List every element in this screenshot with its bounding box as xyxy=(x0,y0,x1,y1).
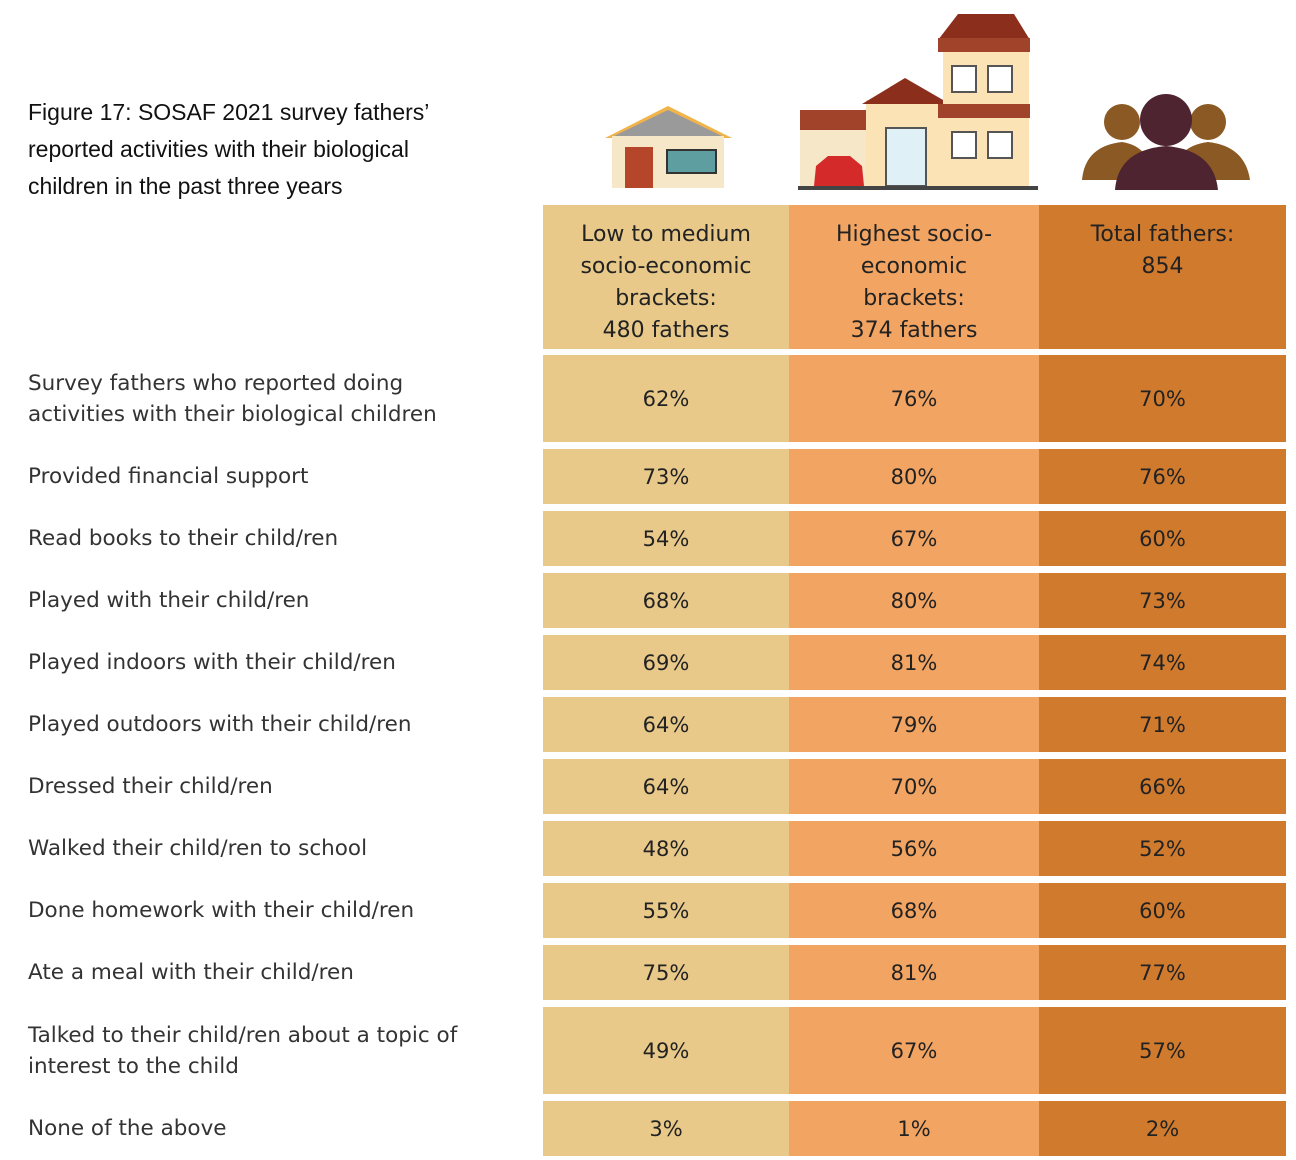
header-line: brackets: xyxy=(615,283,717,315)
table-cell: 3% xyxy=(543,1101,789,1156)
small-house-icon xyxy=(605,106,732,188)
header-line: Highest socio- xyxy=(836,219,992,251)
row-label: Ate a meal with their child/ren xyxy=(28,945,528,1000)
table-cell: 2% xyxy=(1039,1101,1286,1156)
table-cell: 80% xyxy=(789,573,1039,628)
table-cell: 48% xyxy=(543,821,789,876)
label-line: Played outdoors with their child/ren xyxy=(28,709,528,740)
big-house-icon xyxy=(798,14,1038,190)
table-cell: 62% xyxy=(543,355,789,442)
table-cell: 64% xyxy=(543,759,789,814)
table-cell: 70% xyxy=(789,759,1039,814)
column-header: Total fathers:854 xyxy=(1039,205,1286,349)
row-label: Provided financial support xyxy=(28,449,528,504)
row-label: Dressed their child/ren xyxy=(28,759,528,814)
table-cell: 80% xyxy=(789,449,1039,504)
header-line: socio-economic xyxy=(580,251,751,283)
label-line: interest to the child xyxy=(28,1051,528,1082)
row-label: Played indoors with their child/ren xyxy=(28,635,528,690)
people-icon xyxy=(1082,94,1250,190)
row-label: Played outdoors with their child/ren xyxy=(28,697,528,752)
table-cell: 60% xyxy=(1039,511,1286,566)
label-line: Survey fathers who reported doing xyxy=(28,368,528,399)
label-line: Read books to their child/ren xyxy=(28,523,528,554)
table-cell: 67% xyxy=(789,1007,1039,1094)
label-line: Provided financial support xyxy=(28,461,528,492)
table-cell: 68% xyxy=(543,573,789,628)
label-line: Talked to their child/ren about a topic … xyxy=(28,1020,528,1051)
label-line: Dressed their child/ren xyxy=(28,771,528,802)
label-line: activities with their biological childre… xyxy=(28,399,528,430)
table-cell: 76% xyxy=(1039,449,1286,504)
label-line: Ate a meal with their child/ren xyxy=(28,957,528,988)
table-cell: 71% xyxy=(1039,697,1286,752)
header-line: economic xyxy=(861,251,967,283)
table-cell: 81% xyxy=(789,635,1039,690)
table-cell: 73% xyxy=(1039,573,1286,628)
table-cell: 64% xyxy=(543,697,789,752)
header-line: 374 fathers xyxy=(851,315,978,347)
table-cell: 70% xyxy=(1039,355,1286,442)
row-label: Played with their child/ren xyxy=(28,573,528,628)
row-label: Talked to their child/ren about a topic … xyxy=(28,1007,528,1094)
table-cell: 60% xyxy=(1039,883,1286,938)
header-line: Total fathers: xyxy=(1091,219,1235,251)
table-cell: 55% xyxy=(543,883,789,938)
table-cell: 54% xyxy=(543,511,789,566)
table-cell: 76% xyxy=(789,355,1039,442)
table-cell: 75% xyxy=(543,945,789,1000)
table-cell: 66% xyxy=(1039,759,1286,814)
table-cell: 77% xyxy=(1039,945,1286,1000)
table-cell: 52% xyxy=(1039,821,1286,876)
table-cell: 1% xyxy=(789,1101,1039,1156)
table-cell: 67% xyxy=(789,511,1039,566)
infographic: Figure 17: SOSAF 2021 survey fathers’rep… xyxy=(0,0,1296,1160)
header-line: 480 fathers xyxy=(603,315,730,347)
header-line: 854 xyxy=(1142,251,1184,283)
label-line: Walked their child/ren to school xyxy=(28,833,528,864)
label-line: None of the above xyxy=(28,1113,528,1144)
table-cell: 73% xyxy=(543,449,789,504)
row-label: Walked their child/ren to school xyxy=(28,821,528,876)
icons xyxy=(0,0,1296,200)
table-cell: 68% xyxy=(789,883,1039,938)
row-label: Read books to their child/ren xyxy=(28,511,528,566)
table-cell: 57% xyxy=(1039,1007,1286,1094)
header-line: brackets: xyxy=(863,283,965,315)
table-cell: 79% xyxy=(789,697,1039,752)
row-label: Done homework with their child/ren xyxy=(28,883,528,938)
table-cell: 81% xyxy=(789,945,1039,1000)
table-cell: 74% xyxy=(1039,635,1286,690)
label-line: Played indoors with their child/ren xyxy=(28,647,528,678)
label-line: Played with their child/ren xyxy=(28,585,528,616)
table-cell: 49% xyxy=(543,1007,789,1094)
label-line: Done homework with their child/ren xyxy=(28,895,528,926)
table-cell: 56% xyxy=(789,821,1039,876)
header-line: Low to medium xyxy=(581,219,751,251)
table-cell: 69% xyxy=(543,635,789,690)
row-label: None of the above xyxy=(28,1101,528,1156)
